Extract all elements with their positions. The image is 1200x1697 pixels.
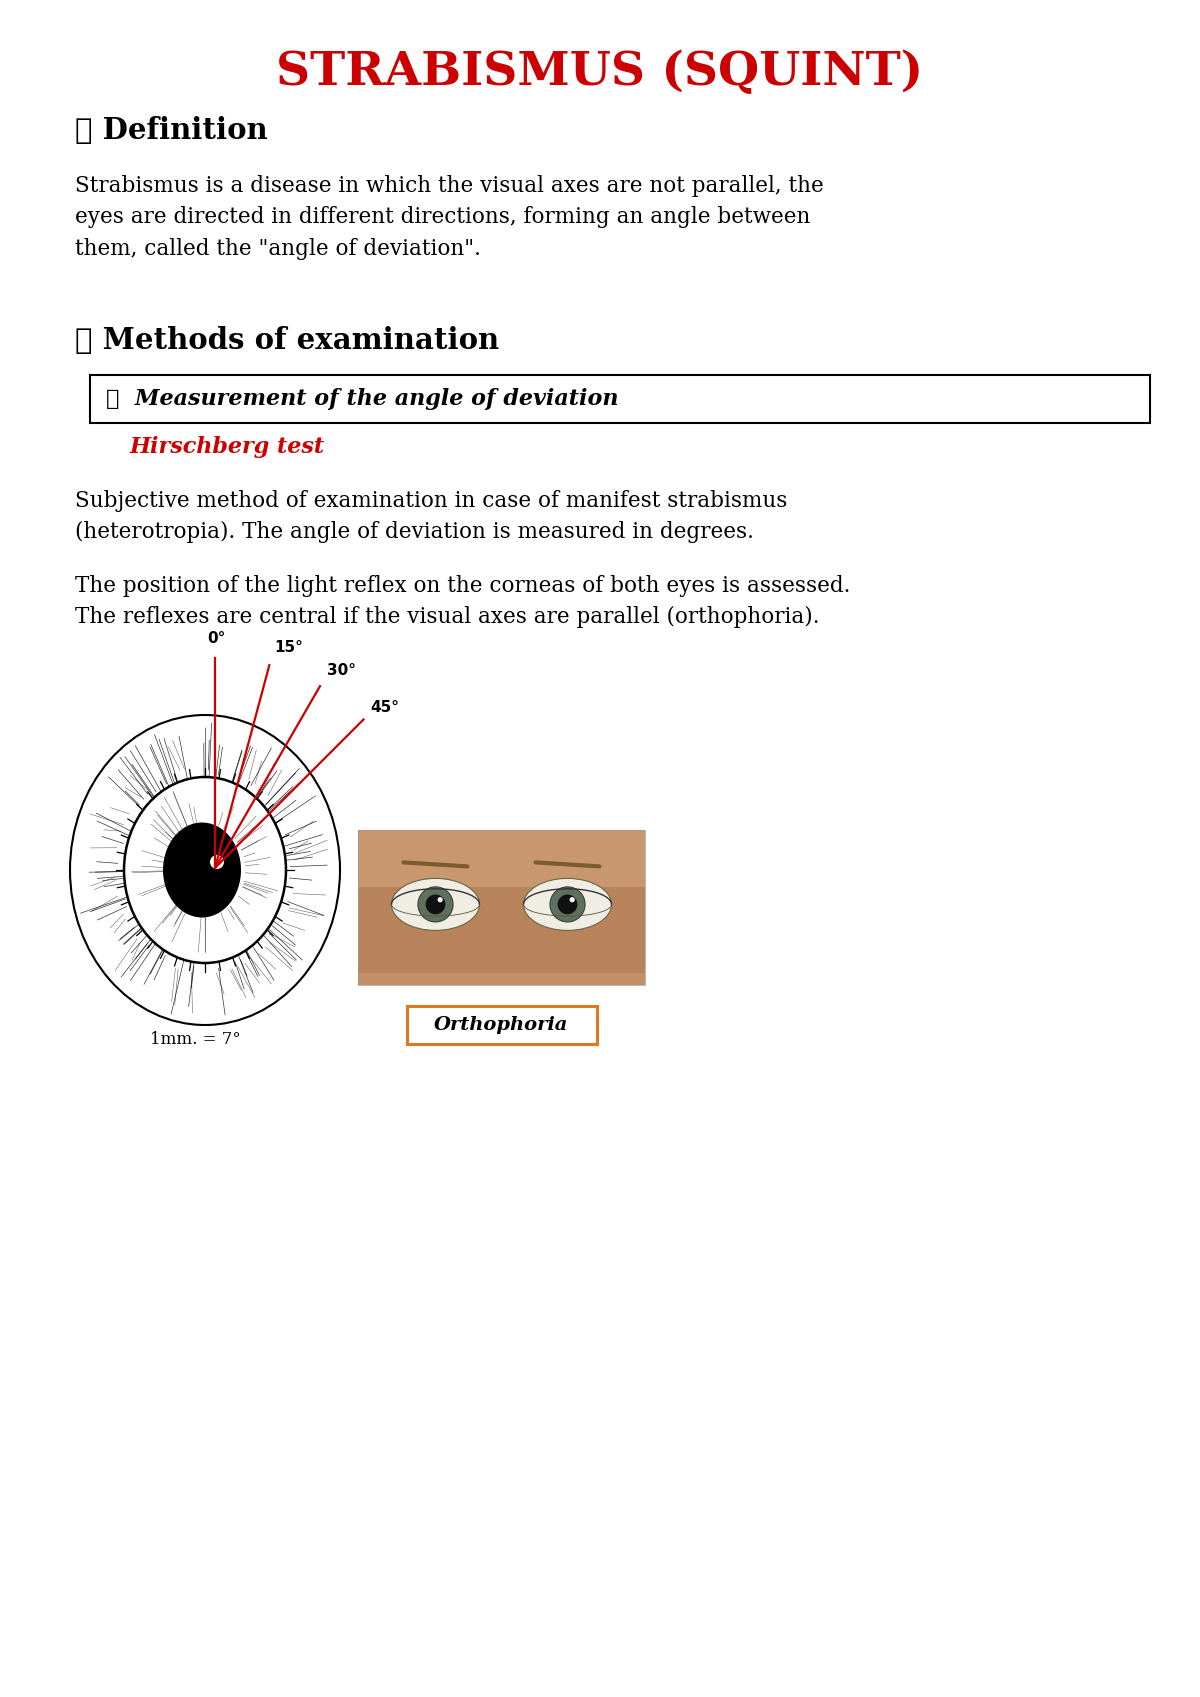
Text: 30°: 30° [326,664,356,679]
Bar [358,830,646,889]
Text: 45°: 45° [371,699,400,714]
Text: ☐ Definition: ☐ Definition [74,115,268,144]
Ellipse shape [124,777,286,962]
Text: Orthophoria: Orthophoria [434,1017,569,1033]
Text: 1mm. = 7°: 1mm. = 7° [150,1032,240,1049]
Ellipse shape [70,714,340,1025]
Text: Hirschberg test: Hirschberg test [130,436,325,458]
Circle shape [210,855,224,869]
Text: STRABISMUS (SQUINT): STRABISMUS (SQUINT) [276,49,924,95]
Text: Subjective method of examination in case of manifest strabismus
(heterotropia). : Subjective method of examination in case… [74,490,787,543]
Ellipse shape [550,888,586,921]
Bar [358,830,646,984]
Bar [407,1006,596,1044]
Circle shape [558,894,577,915]
Ellipse shape [163,823,241,918]
Text: ☐ Methods of examination: ☐ Methods of examination [74,326,499,355]
Circle shape [426,894,445,915]
Text: The position of the light reflex on the corneas of both eyes is assessed.
The re: The position of the light reflex on the … [74,575,851,628]
Bar [358,830,646,984]
Circle shape [438,898,443,903]
Bar [90,375,1150,423]
Text: 0°: 0° [208,631,226,647]
Circle shape [570,898,575,903]
Ellipse shape [418,888,454,921]
Text: ❖  Measurement of the angle of deviation: ❖ Measurement of the angle of deviation [106,389,618,411]
Text: Strabismus is a disease in which the visual axes are not parallel, the
eyes are : Strabismus is a disease in which the vis… [74,175,823,260]
Ellipse shape [391,879,480,930]
Ellipse shape [523,879,612,930]
Bar [358,888,646,972]
Text: 15°: 15° [275,640,304,655]
